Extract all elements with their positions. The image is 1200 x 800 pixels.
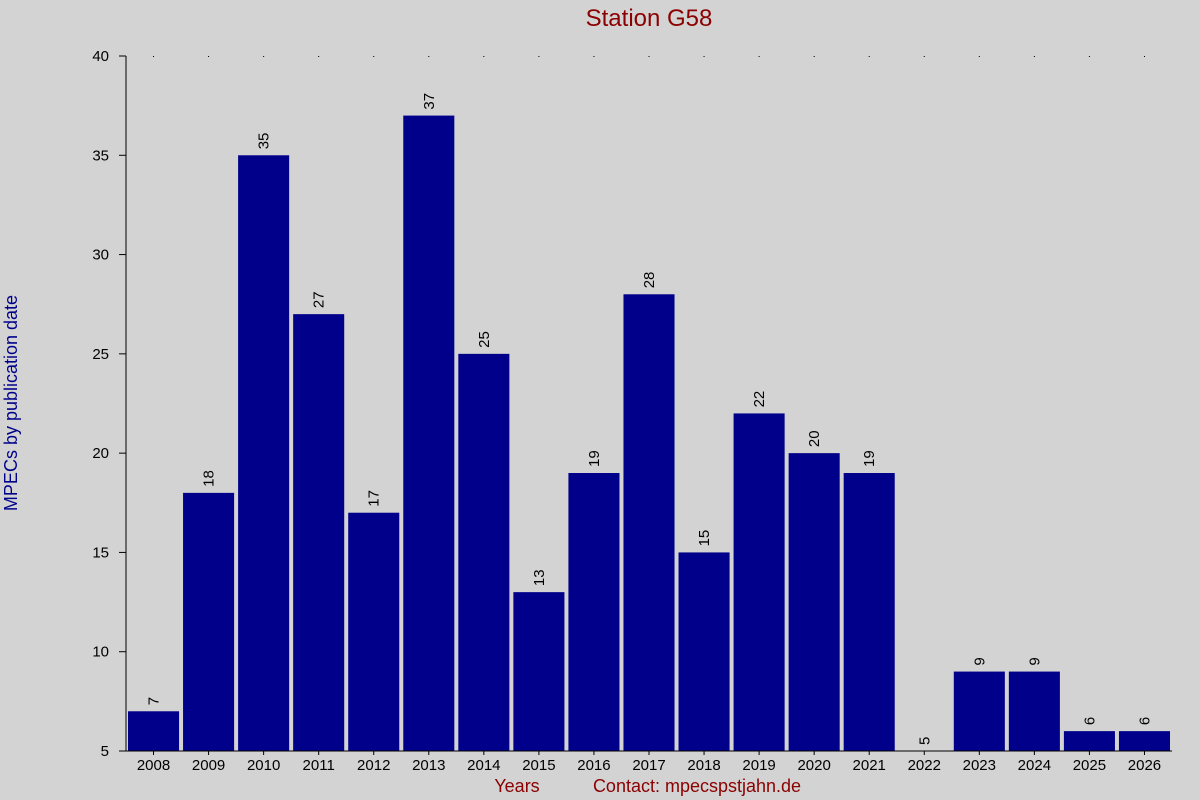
grid-dot bbox=[373, 56, 375, 57]
grid-dot bbox=[703, 56, 705, 57]
x-tick-label: 2023 bbox=[963, 757, 996, 774]
bar-2008 bbox=[128, 711, 180, 751]
grid-dot bbox=[263, 56, 265, 57]
bar-2011 bbox=[293, 314, 345, 751]
x-tick-label: 2013 bbox=[412, 757, 445, 774]
x-tick-label: 2010 bbox=[247, 757, 280, 774]
data-label-2026: 6 bbox=[1136, 717, 1153, 725]
bar-2017 bbox=[623, 294, 675, 751]
x-tick-label: 2019 bbox=[742, 757, 775, 774]
y-ticks: 5 10 15 20 25 30 35 40 bbox=[92, 48, 126, 760]
bar-2010 bbox=[238, 155, 290, 752]
grid-dot bbox=[923, 56, 925, 57]
y-tick-label: 25 bbox=[92, 346, 109, 363]
bar-2012 bbox=[348, 512, 400, 751]
bar-2009 bbox=[183, 492, 235, 751]
x-tick-label: 2012 bbox=[357, 757, 390, 774]
data-label-2011: 27 bbox=[311, 291, 328, 308]
x-tick-label: 2009 bbox=[192, 757, 225, 774]
y-tick-label: 20 bbox=[92, 445, 109, 462]
data-label-2014: 25 bbox=[476, 331, 493, 348]
x-tick-label: 2025 bbox=[1073, 757, 1106, 774]
y-axis-label: MPECs by publication date bbox=[1, 295, 21, 511]
x-axis-label: Years bbox=[494, 776, 539, 796]
y-tick-label: 15 bbox=[92, 544, 109, 561]
data-label-2021: 19 bbox=[861, 450, 878, 467]
chart-title: Station G58 bbox=[586, 5, 713, 32]
data-label-2022: 5 bbox=[916, 737, 933, 745]
x-tick-label: 2022 bbox=[908, 757, 941, 774]
x-tick-label: 2024 bbox=[1018, 757, 1051, 774]
bar-2020 bbox=[788, 453, 840, 751]
bar-2026 bbox=[1118, 731, 1170, 751]
grid-dot bbox=[593, 56, 595, 57]
x-ticks: 2008 2009 2010 2011 2012 2013 2014 2015 2016 2017… bbox=[137, 751, 1161, 774]
y-tick-label: 35 bbox=[92, 147, 109, 164]
grid-dot bbox=[318, 56, 320, 57]
y-tick-label: 30 bbox=[92, 247, 109, 264]
data-label-2013: 37 bbox=[421, 93, 438, 110]
bar-2015 bbox=[513, 592, 565, 751]
grid-dot bbox=[428, 56, 430, 57]
x-tick-label: 2017 bbox=[632, 757, 665, 774]
grid-dot bbox=[978, 56, 980, 57]
bar-2021 bbox=[843, 473, 895, 751]
x-tick-label: 2026 bbox=[1128, 757, 1161, 774]
data-label-2015: 13 bbox=[531, 569, 548, 586]
bar-2014 bbox=[458, 353, 510, 751]
data-label-2018: 15 bbox=[696, 530, 713, 547]
x-tick-label: 2011 bbox=[303, 757, 335, 774]
y-tick-label: 5 bbox=[101, 743, 109, 760]
grid-dot bbox=[208, 56, 210, 57]
x-tick-label: 2021 bbox=[853, 757, 886, 774]
grid-dot bbox=[153, 56, 155, 57]
x-tick-label: 2014 bbox=[467, 757, 500, 774]
data-label-2025: 6 bbox=[1081, 717, 1098, 725]
contact-text: Contact: mpecspstjahn.de bbox=[593, 776, 801, 796]
grid-dot bbox=[1033, 56, 1035, 57]
bar-2018 bbox=[678, 552, 730, 751]
bars bbox=[128, 115, 1170, 752]
grid-dot bbox=[758, 56, 760, 57]
x-tick-label: 2015 bbox=[522, 757, 555, 774]
grid-dot bbox=[538, 56, 540, 57]
data-labels: 7 18 35 27 17 37 25 13 19 28 15 22 20 19 5 9 9 6 6 bbox=[146, 93, 1154, 745]
data-label-2012: 17 bbox=[366, 490, 383, 507]
grid bbox=[153, 56, 1145, 57]
x-tick-label: 2016 bbox=[577, 757, 610, 774]
data-label-2019: 22 bbox=[751, 391, 768, 408]
data-label-2020: 20 bbox=[806, 430, 823, 447]
grid-dot bbox=[483, 56, 485, 57]
data-label-2023: 9 bbox=[971, 657, 988, 665]
bar-2016 bbox=[568, 473, 620, 751]
data-label-2010: 35 bbox=[256, 133, 273, 150]
grid-dot bbox=[1143, 56, 1145, 57]
x-tick-label: 2008 bbox=[137, 757, 170, 774]
data-label-2008: 7 bbox=[146, 697, 163, 705]
bar-2023 bbox=[953, 671, 1005, 751]
grid-dot bbox=[1088, 56, 1090, 57]
data-label-2024: 9 bbox=[1026, 657, 1043, 665]
bar-2019 bbox=[733, 413, 785, 751]
grid-dot bbox=[868, 56, 870, 57]
grid-dot bbox=[813, 56, 815, 57]
bar-2025 bbox=[1063, 731, 1115, 751]
bar-2013 bbox=[403, 115, 455, 752]
data-label-2017: 28 bbox=[641, 272, 658, 289]
x-tick-label: 2018 bbox=[687, 757, 720, 774]
data-label-2009: 18 bbox=[201, 470, 218, 487]
y-tick-label: 40 bbox=[92, 48, 109, 65]
bar-2024 bbox=[1008, 671, 1060, 751]
y-tick-label: 10 bbox=[92, 644, 109, 661]
x-tick-label: 2020 bbox=[797, 757, 830, 774]
grid-dot bbox=[648, 56, 650, 57]
data-label-2016: 19 bbox=[586, 450, 603, 467]
